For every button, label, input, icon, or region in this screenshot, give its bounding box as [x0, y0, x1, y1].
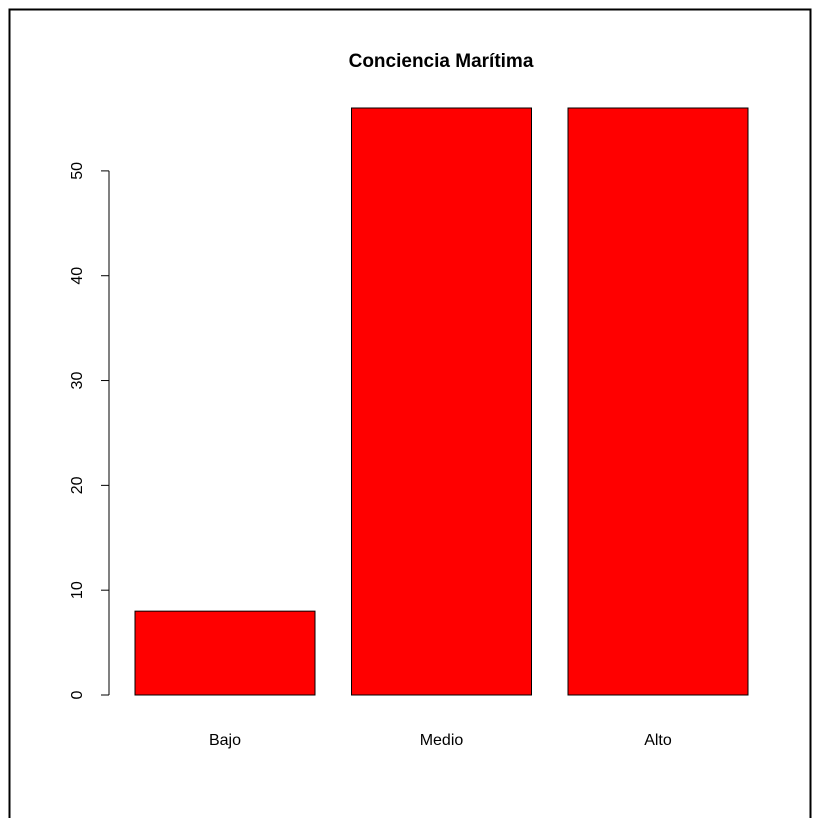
chart-title: Conciencia Marítima: [349, 51, 534, 72]
y-tick-label: 20: [69, 476, 86, 494]
bar: [134, 610, 316, 696]
y-tick-label: 40: [69, 267, 86, 285]
x-tick-label: Alto: [644, 732, 672, 749]
bar: [567, 107, 749, 696]
y-tick-label: 10: [69, 581, 86, 599]
y-tick-label: 50: [69, 162, 86, 180]
bar: [351, 107, 532, 696]
x-tick-label: Bajo: [209, 732, 241, 749]
y-tick-label: 30: [69, 372, 86, 390]
y-tick-label: 0: [69, 690, 86, 699]
x-tick-label: Medio: [420, 732, 464, 749]
